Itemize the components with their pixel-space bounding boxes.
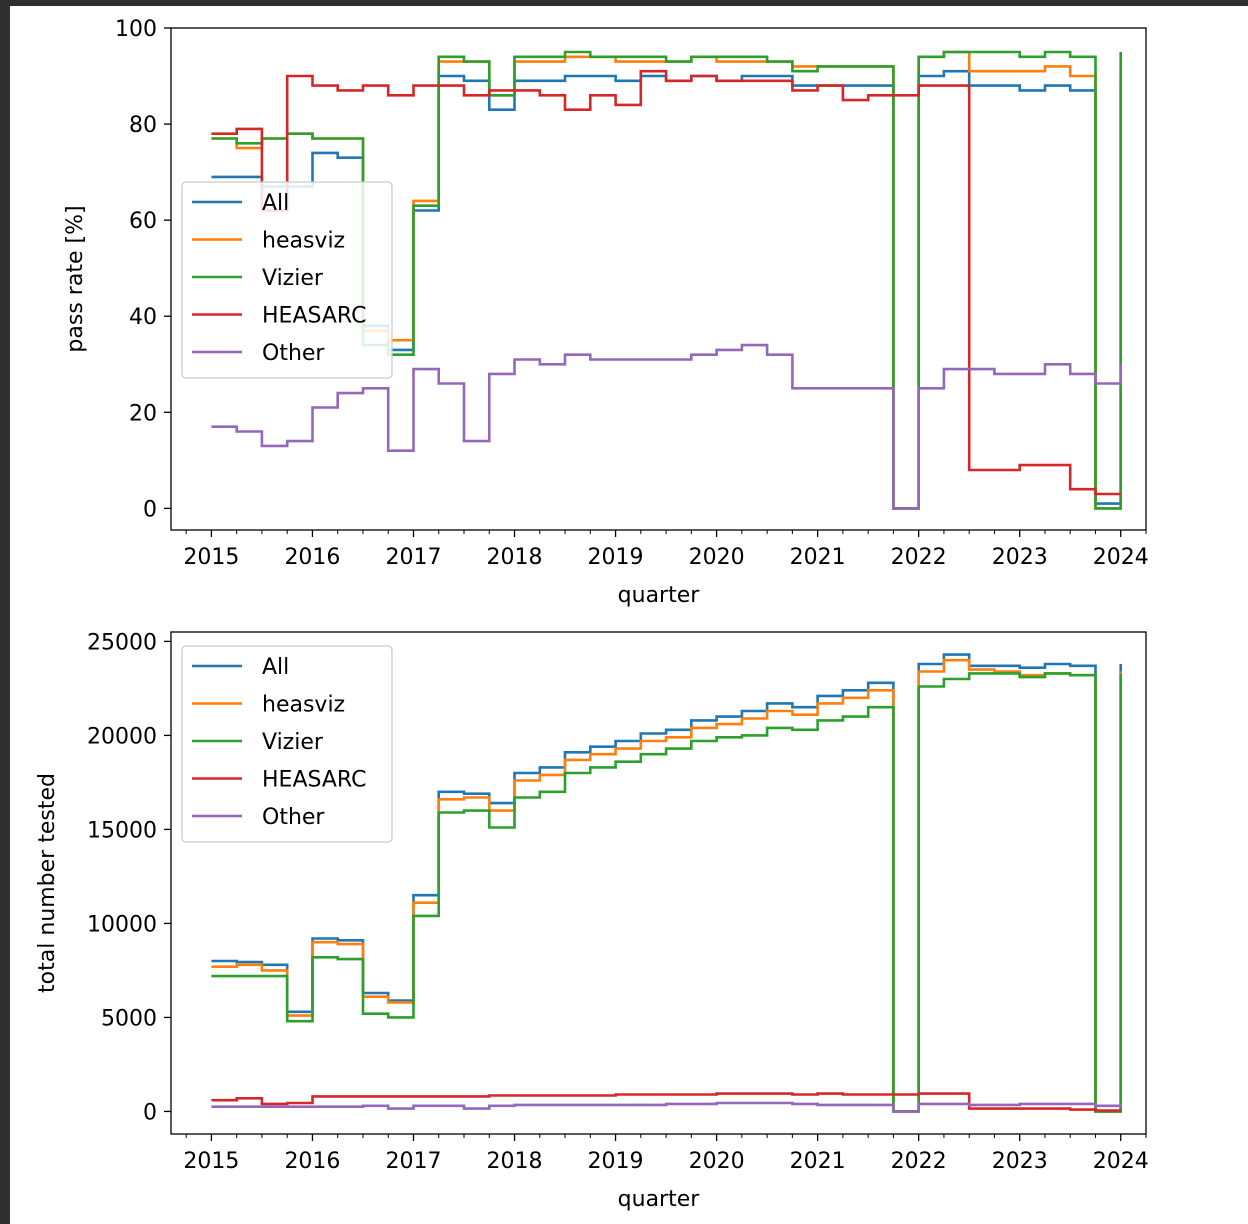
legend-label-vizier: Vizier <box>262 730 324 755</box>
x-tick-label: 2022 <box>891 1149 947 1174</box>
x-tick-label: 2019 <box>588 1149 644 1174</box>
y-tick-label: 10000 <box>87 912 157 937</box>
plot-frame <box>170 27 1147 531</box>
legend: All heasviz Vizier HEASARC Other <box>181 181 393 379</box>
y-tick-label: 40 <box>129 305 157 330</box>
legend-label-other: Other <box>262 341 325 366</box>
x-axis-label: quarter <box>618 1187 701 1212</box>
x-tick-label: 2024 <box>1093 1149 1149 1174</box>
figure-svg: 2015 2016 2017 2018 2019 2020 2021 2022 2023 2024… <box>35 17 1149 1212</box>
x-tick-label: 2021 <box>790 545 846 570</box>
x-tick-label: 2020 <box>689 545 745 570</box>
y-tick-label: 60 <box>129 209 157 234</box>
x-tick-label: 2015 <box>183 1149 239 1174</box>
series-line-other <box>211 343 1122 510</box>
x-tick-label: 2018 <box>487 545 543 570</box>
series-line-heasviz <box>211 658 1122 1113</box>
y-tick-label: 5000 <box>101 1006 157 1031</box>
plot-frame <box>170 631 1147 1135</box>
series-line-heasarc <box>211 69 1121 496</box>
chart-2: 2015 2016 2017 2018 2019 2020 2021 2022 2023 2024… <box>35 630 1149 1212</box>
x-tick-label: 2020 <box>689 1149 745 1174</box>
x-tick-label: 2017 <box>385 1149 441 1174</box>
legend-label-all: All <box>262 191 289 216</box>
x-tick-label: 2024 <box>1093 545 1149 570</box>
y-axis-label: pass rate [%] <box>63 205 88 352</box>
series-line-vizier <box>211 672 1122 1113</box>
y-tick-label: 15000 <box>87 818 157 843</box>
y-tick-label: 100 <box>115 17 157 42</box>
y-tick-label: 25000 <box>87 630 157 655</box>
x-tick-label: 2016 <box>284 1149 340 1174</box>
legend-label-heasviz: heasviz <box>262 229 345 254</box>
x-tick-label: 2021 <box>790 1149 846 1174</box>
legend-label-heasviz: heasviz <box>262 693 345 718</box>
chart-1: 2015 2016 2017 2018 2019 2020 2021 2022 2023 2024… <box>63 17 1149 608</box>
legend-label-heasarc: HEASARC <box>262 768 366 793</box>
x-axis-label: quarter <box>618 583 701 608</box>
y-tick-label: 0 <box>143 497 157 522</box>
y-tick-label: 0 <box>143 1100 157 1125</box>
series-line-other <box>211 1101 1122 1113</box>
x-tick-label: 2018 <box>487 1149 543 1174</box>
x-tick-label: 2017 <box>385 545 441 570</box>
x-tick-label: 2022 <box>891 545 947 570</box>
x-tick-label: 2023 <box>992 1149 1048 1174</box>
series-group <box>211 653 1122 1113</box>
legend-label-all: All <box>262 655 289 680</box>
y-tick-label: 80 <box>129 113 157 138</box>
y-axis-label: total number tested <box>35 773 60 993</box>
legend-label-other: Other <box>262 805 325 830</box>
figure: 2015 2016 2017 2018 2019 2020 2021 2022 2023 2024… <box>10 6 1248 1224</box>
legend: All heasviz Vizier HEASARC Other <box>181 645 393 843</box>
x-tick-label: 2016 <box>284 545 340 570</box>
x-tick-label: 2023 <box>992 545 1048 570</box>
y-tick-label: 20 <box>129 401 157 426</box>
legend-label-heasarc: HEASARC <box>262 304 366 329</box>
x-tick-label: 2019 <box>588 545 644 570</box>
y-tick-label: 20000 <box>87 724 157 749</box>
legend-label-vizier: Vizier <box>262 266 324 291</box>
x-tick-label: 2015 <box>183 545 239 570</box>
